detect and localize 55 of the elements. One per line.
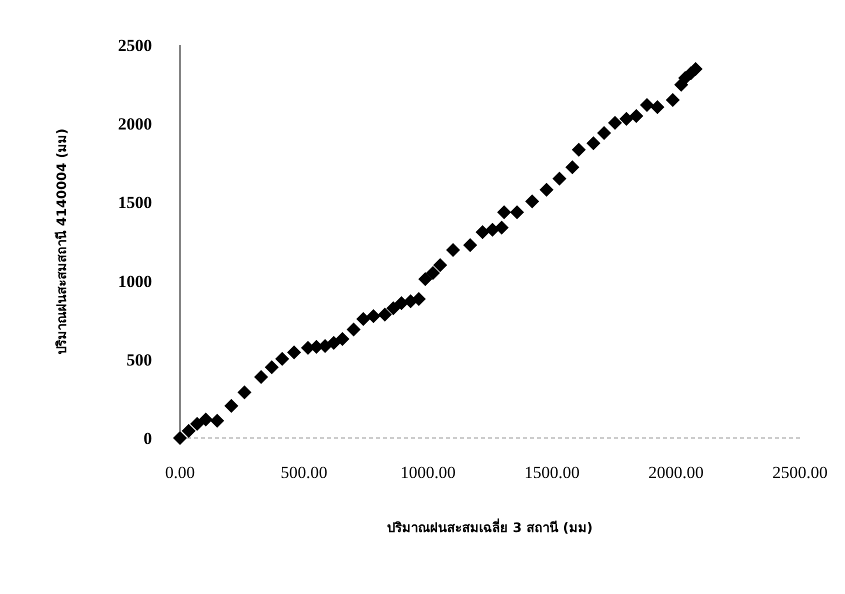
point <box>497 205 512 220</box>
point <box>182 424 196 438</box>
y-tick-label: 1000 <box>118 272 152 291</box>
point <box>650 100 664 114</box>
point <box>619 112 634 126</box>
point <box>346 322 361 337</box>
y-tick-label: 2000 <box>118 114 152 134</box>
point <box>565 160 580 174</box>
point <box>254 370 268 384</box>
point <box>525 194 540 208</box>
point <box>326 336 341 350</box>
point <box>386 301 400 316</box>
point <box>412 292 426 306</box>
x-tick-label: 1500.00 <box>524 463 580 482</box>
point <box>540 182 554 197</box>
y-axis-title: ปริมาณฝนสะสมสถานี 4140004 (มม) <box>54 128 70 355</box>
point <box>366 309 380 324</box>
x-tick-label: 2500.00 <box>772 463 828 482</box>
x-tick-label: 2000.00 <box>648 463 704 482</box>
point <box>287 345 302 360</box>
point <box>494 220 509 235</box>
point <box>552 172 566 186</box>
x-tick-label: 500.00 <box>280 463 328 482</box>
point <box>510 205 524 220</box>
x-tick-label: 0.00 <box>165 463 195 482</box>
point <box>356 312 370 326</box>
point <box>173 431 187 445</box>
x-axis-title: ปริมาณฝนสะสมเฉลี่ย 3 สถานี (มม) <box>387 518 593 536</box>
point <box>629 109 644 124</box>
y-tick-label: 500 <box>126 350 152 370</box>
point <box>640 98 654 112</box>
point <box>597 126 612 140</box>
point <box>264 360 279 374</box>
point <box>446 242 460 257</box>
point <box>275 352 290 366</box>
point <box>426 266 440 280</box>
point <box>418 272 432 286</box>
point <box>586 136 600 150</box>
point <box>476 225 490 240</box>
y-tick-label: 2500 <box>118 36 152 55</box>
x-tick-label: 1000.00 <box>400 463 456 482</box>
point <box>198 412 213 426</box>
point <box>210 414 224 428</box>
point <box>335 332 350 346</box>
point <box>666 93 680 108</box>
y-tick-label: 1500 <box>118 193 152 212</box>
point <box>237 385 252 400</box>
point <box>190 416 204 431</box>
y-tick-label: 0 <box>144 429 152 448</box>
point <box>378 308 392 322</box>
point <box>433 258 448 272</box>
point <box>572 142 586 157</box>
point <box>608 116 622 130</box>
point <box>224 398 238 413</box>
point <box>463 238 478 252</box>
